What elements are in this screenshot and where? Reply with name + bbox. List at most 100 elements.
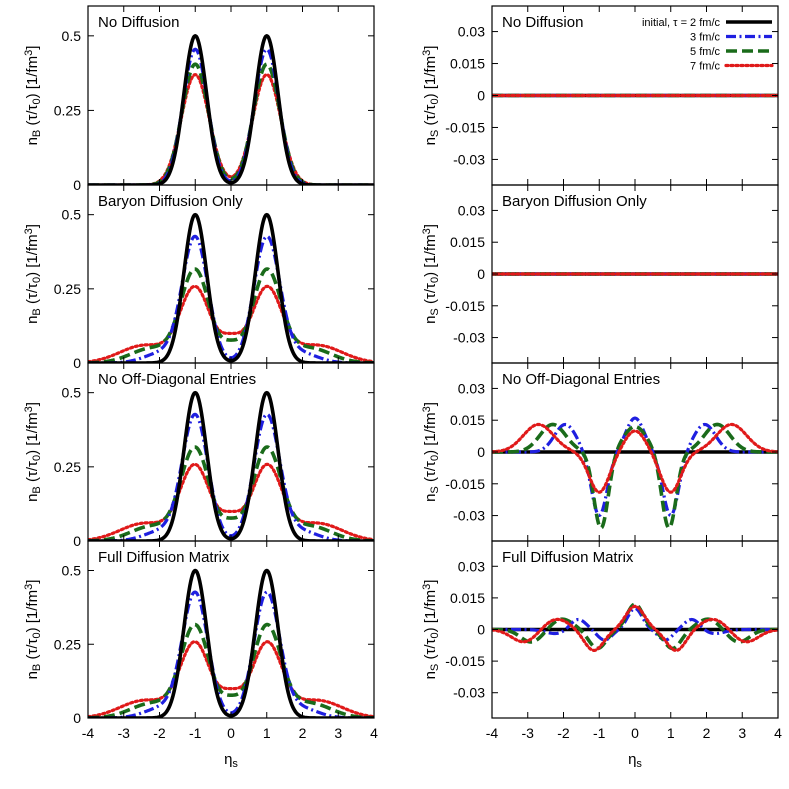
y-tick-label: 0.5: [62, 207, 82, 223]
y-tick-label: 0: [73, 533, 81, 549]
series-line-0: [88, 34, 374, 185]
y-tick-label: 0.5: [62, 28, 82, 44]
y-tick-label: -0.015: [445, 476, 485, 492]
x-tick-label: 0: [227, 725, 235, 741]
y-tick-label: -0.015: [445, 298, 485, 314]
plot-frame: [87, 5, 375, 186]
legend: initial, τ = 2 fm/c 3 fm/c 5 fm/c 7 fm/c: [642, 17, 774, 73]
x-tick-label: 3: [334, 725, 342, 741]
x-tick-label: -2: [557, 725, 570, 741]
y-axis-label: nS (τ/τ0) [1/fm3]: [421, 46, 441, 146]
y-tick-label: 0.03: [458, 380, 485, 396]
y-tick-label: 0: [73, 355, 81, 371]
y-tick-label: 0.03: [458, 24, 485, 40]
series-layer: [492, 416, 778, 530]
y-tick-label: -0.03: [453, 151, 485, 167]
series-line-2: [88, 267, 374, 363]
legend-label: initial, τ = 2 fm/c: [642, 17, 721, 29]
panel-title: No Off-Diagonal Entries: [502, 371, 660, 388]
x-tick-label: 0: [631, 725, 639, 741]
series-line-3: [88, 462, 374, 541]
series-layer: [88, 34, 374, 185]
plot-frame: [87, 362, 375, 542]
y-tick-label: 0: [73, 710, 81, 726]
x-tick-label: 2: [703, 725, 711, 741]
x-tick-label: -2: [153, 725, 166, 741]
series-layer: [88, 568, 374, 718]
y-tick-label: 0.015: [450, 56, 485, 72]
y-tick-label: 0.5: [62, 563, 82, 579]
panel-title: No Diffusion: [98, 14, 179, 31]
panel-title: No Off-Diagonal Entries: [98, 371, 256, 388]
panel-title: Baryon Diffusion Only: [502, 193, 647, 210]
panels-layer: 0 0.25 0.5 No Diffusion nB (τ/τ0) [1/fm3] 0 0.…: [23, 5, 782, 741]
x-tick-label: -3: [522, 725, 535, 741]
legend-label: 3 fm/c: [690, 32, 720, 44]
y-tick-label: 0.015: [450, 590, 485, 606]
x-axis-label: ηs: [224, 751, 238, 770]
y-tick-label: -0.03: [453, 508, 485, 524]
y-tick-label: 0.015: [450, 412, 485, 428]
series-line-2: [492, 422, 778, 530]
x-tick-label: 1: [263, 725, 271, 741]
y-tick-label: -0.015: [445, 653, 485, 669]
series-line-3: [88, 640, 374, 718]
y-tick-label: -0.03: [453, 685, 485, 701]
y-tick-label: 0.25: [54, 102, 81, 118]
y-axis-label: nB (τ/τ0) [1/fm3]: [23, 402, 43, 502]
y-tick-label: 0.25: [54, 281, 81, 297]
panel-r0-c0: 0 0.25 0.5 No Diffusion nB (τ/τ0) [1/fm3]: [23, 5, 375, 193]
x-tick-label: 4: [370, 725, 378, 741]
y-tick-label: 0.03: [458, 202, 485, 218]
y-axis-label: nB (τ/τ0) [1/fm3]: [23, 224, 43, 324]
y-axis-label: nS (τ/τ0) [1/fm3]: [421, 580, 441, 680]
x-axis-labels: ηs ηs: [224, 751, 642, 770]
y-axis-label: nB (τ/τ0) [1/fm3]: [23, 46, 43, 146]
y-tick-label: 0: [477, 266, 485, 282]
series-line-1: [88, 590, 374, 718]
series-line-1: [88, 234, 374, 363]
series-line-3: [88, 73, 374, 185]
y-tick-label: 0.25: [54, 636, 81, 652]
x-tick-label: 1: [667, 725, 675, 741]
panel-r2-c1: -0.03 -0.015 0 0.015 0.03 No Off-Diagonal Ent…: [421, 362, 779, 542]
panel-r2-c0: 0 0.25 0.5 No Off-Diagonal Entries nB (τ/τ0)…: [23, 362, 375, 549]
series-layer: [88, 390, 374, 541]
y-tick-label: 0.5: [62, 385, 82, 401]
y-tick-label: 0: [477, 444, 485, 460]
series-line-3: [492, 422, 778, 494]
y-tick-label: 0.015: [450, 234, 485, 250]
x-tick-label: -1: [593, 725, 606, 741]
x-tick-label: -4: [82, 725, 95, 741]
panel-r3-c0: -4 -3 -2 -1 0 1 2 3 4 0 0.25 0.5 Full Diffusion Matr…: [23, 540, 378, 741]
panel-r0-c1: -0.03 -0.015 0 0.015 0.03 No Diffusion nS (τ/τ…: [421, 5, 779, 186]
panel-title: Full Diffusion Matrix: [98, 549, 230, 566]
y-tick-label: 0.25: [54, 459, 81, 475]
panel-r1-c1: -0.03 -0.015 0 0.015 0.03 Baryon Diffusion On…: [421, 184, 779, 364]
x-tick-label: -3: [118, 725, 131, 741]
series-layer: [88, 212, 374, 363]
panel-title: Baryon Diffusion Only: [98, 193, 243, 210]
series-line-2: [88, 445, 374, 541]
series-line-3: [492, 604, 778, 653]
plot-frame: [87, 184, 375, 364]
series-line-1: [88, 47, 374, 185]
series-line-1: [492, 416, 778, 517]
panel-r1-c0: 0 0.25 0.5 Baryon Diffusion Only nB (τ/τ0) […: [23, 184, 375, 371]
x-tick-label: 2: [299, 725, 307, 741]
y-tick-label: 0: [477, 622, 485, 638]
y-tick-label: 0: [73, 177, 81, 193]
legend-label: 5 fm/c: [690, 46, 720, 58]
series-line-3: [88, 284, 374, 363]
series-layer: [492, 602, 778, 653]
x-tick-label: -4: [486, 725, 499, 741]
x-tick-label: 4: [774, 725, 782, 741]
series-line-1: [88, 412, 374, 541]
series-line-2: [88, 62, 374, 185]
y-axis-label: nS (τ/τ0) [1/fm3]: [421, 402, 441, 502]
plot-frame: [87, 540, 375, 719]
x-axis-label: ηs: [628, 751, 642, 770]
panel-title: Full Diffusion Matrix: [502, 549, 634, 566]
series-line-2: [492, 602, 778, 651]
